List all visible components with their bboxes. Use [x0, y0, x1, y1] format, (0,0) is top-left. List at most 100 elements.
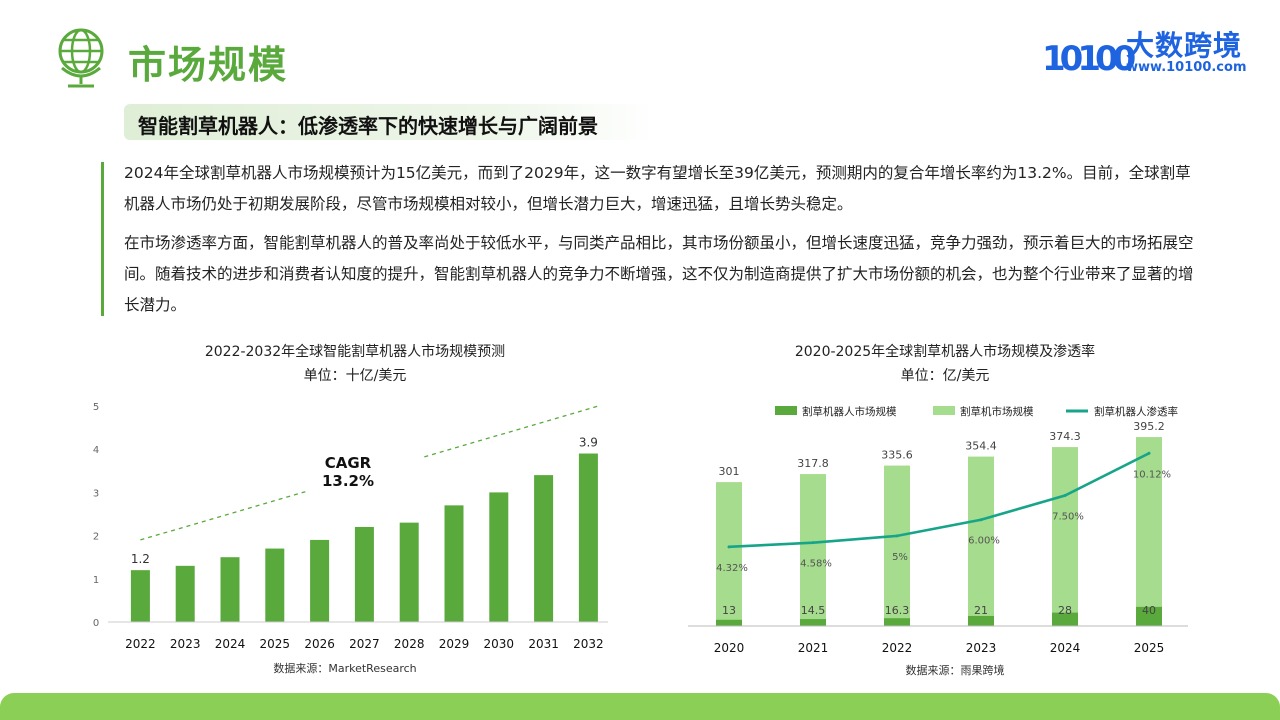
chart2-penetration-point [727, 545, 731, 549]
chart2-bar-mower-market [968, 456, 994, 626]
chart2-penetration-label: 6.00% [968, 536, 1000, 547]
chart1-data-label: 1.2 [131, 552, 150, 566]
chart2-penetration-point [811, 541, 815, 545]
chart2-mower-label: 317.8 [797, 457, 829, 470]
chart2-bar-robot-market [968, 615, 994, 626]
chart2-bar-mower-market [1136, 437, 1162, 626]
chart2-xtick-label: 2023 [966, 641, 997, 655]
chart2-mower-label: 374.3 [1049, 430, 1081, 443]
chart1-bar [220, 557, 240, 622]
chart2-unit: 单位：亿/美元 [901, 368, 990, 384]
chart2-bar-robot-market [800, 619, 826, 626]
chart2-bar-mower-market [716, 482, 742, 626]
chart1-trend-line [424, 405, 599, 458]
footer-bar [0, 693, 1280, 720]
chart1-bar [534, 475, 554, 622]
chart1-xtick-label: 2026 [304, 637, 335, 651]
chart2-penetration-point [1063, 494, 1067, 498]
chart2-penetration-label: 7.50% [1052, 512, 1084, 523]
globe-icon [58, 28, 104, 88]
chart1-bar [354, 526, 374, 622]
chart1-ytick-label: 3 [93, 488, 99, 499]
chart2-bar-robot-market [1136, 606, 1162, 626]
chart1-bar [399, 522, 419, 622]
chart2-bar-mower-market [800, 474, 826, 626]
chart2-bar-mower-market [884, 465, 910, 626]
chart2-xtick-label: 2020 [714, 641, 745, 655]
chart1-bar [489, 492, 509, 622]
chart2-source: 数据来源：雨果跨境 [906, 663, 1005, 677]
chart1-bar [310, 539, 330, 622]
chart2-penetration-label: 5% [892, 552, 908, 563]
chart2-xtick-label: 2025 [1134, 641, 1165, 655]
chart1-ytick-label: 5 [93, 402, 99, 413]
chart2-penetration-label: 10.12% [1133, 469, 1171, 480]
chart2-bar-mower-market [1052, 447, 1078, 626]
chart1-xtick-label: 2031 [528, 637, 559, 651]
chart1-xtick-label: 2029 [439, 637, 470, 651]
legend-robot-market: 割草机器人市场规模 [802, 405, 897, 418]
chart2-mower-label: 301 [719, 465, 740, 478]
brand-logo-text: 10100 [1042, 39, 1136, 79]
legend-mower-market: 割草机市场规模 [960, 405, 1034, 418]
chart2-xtick-label: 2022 [882, 641, 913, 655]
chart2-penetration-point [895, 534, 899, 538]
subtitle-banner [124, 104, 654, 140]
forecast-bar-chart: 2022-2032年全球智能割草机器人市场规模预测 单位：十亿/美元 0 1 2 3 4… [93, 343, 608, 675]
chart1-xtick-label: 2028 [394, 637, 425, 651]
chart1-xtick-label: 2023 [170, 637, 201, 651]
chart1-title: 2022-2032年全球智能割草机器人市场规模预测 [205, 343, 505, 360]
paragraph-market-size: 2024年全球割草机器人市场规模预计为15亿美元，而到了2029年，这一数字有望… [124, 164, 1191, 213]
chart2-bar-robot-market [884, 618, 910, 626]
chart2-mower-label: 335.6 [881, 449, 913, 462]
chart1-xtick-label: 2030 [484, 637, 515, 651]
chart1-ytick-label: 1 [93, 575, 99, 586]
brand-url: www.10100.com [1126, 60, 1247, 75]
legend-swatch-mower-market [933, 406, 955, 415]
chart2-mower-label: 354.4 [965, 440, 997, 453]
section-subtitle: 智能割草机器人：低渗透率下的快速增长与广阔前景 [138, 114, 598, 138]
chart2-robot-label: 21 [974, 604, 988, 617]
chart1-xtick-label: 2032 [573, 637, 604, 651]
chart2-xtick-label: 2021 [798, 641, 829, 655]
chart1-xtick-label: 2025 [260, 637, 291, 651]
chart1-cagr-label: CAGR [325, 454, 372, 472]
chart1-cagr-value: 13.2% [322, 472, 374, 490]
chart2-penetration-point [1147, 451, 1151, 455]
chart2-robot-label: 16.3 [885, 604, 910, 617]
chart2-mower-label: 395.2 [1133, 420, 1165, 433]
chart1-xtick-label: 2024 [215, 637, 246, 651]
chart2-robot-label: 13 [722, 604, 736, 617]
chart1-data-label: 3.9 [579, 436, 598, 450]
chart2-plot-area: 301 13 2020 317.8 14.5 2021 335.6 16.3 2022 354.4… [714, 420, 1171, 655]
chart2-robot-label: 28 [1058, 604, 1072, 617]
chart1-bar [175, 565, 195, 622]
chart2-penetration-label: 4.32% [716, 563, 748, 574]
chart2-penetration-point [979, 518, 983, 522]
chart1-bar [578, 453, 598, 622]
chart1-plot-area: 0 1 2 3 4 5 2022 1.2 2023 2024 2025 2026 2027 2028 202… [93, 402, 604, 651]
chart1-unit: 单位：十亿/美元 [304, 368, 407, 384]
page-title: 市场规模 [128, 43, 289, 87]
chart2-robot-label: 14.5 [801, 604, 826, 617]
chart1-xtick-label: 2027 [349, 637, 380, 651]
chart1-ytick-label: 2 [93, 532, 99, 543]
chart1-bar [265, 548, 285, 622]
chart1-source: 数据来源：MarketResearch [273, 661, 416, 675]
chart2-penetration-label: 4.58% [800, 559, 832, 570]
chart1-ytick-label: 0 [93, 618, 99, 629]
text-accent-bar [101, 162, 104, 316]
legend-swatch-robot-market [775, 406, 797, 415]
chart1-ytick-label: 4 [93, 445, 99, 456]
chart1-trend-line [140, 491, 306, 541]
chart2-xtick-label: 2024 [1050, 641, 1081, 655]
brand-name: 大数跨境 [1126, 29, 1243, 62]
chart1-xtick-label: 2022 [125, 637, 156, 651]
paragraph-penetration: 在市场渗透率方面，智能割草机器人的普及率尚处于较低水平，与同类产品相比，其市场份… [124, 234, 1194, 314]
chart1-bar [444, 505, 464, 622]
chart2-title: 2020-2025年全球割草机器人市场规模及渗透率 [795, 343, 1095, 360]
chart2-bar-robot-market [1052, 612, 1078, 626]
brand-logo: 10100 [1042, 39, 1142, 79]
chart2-penetration-line [728, 452, 1150, 549]
chart1-bar [130, 570, 150, 622]
